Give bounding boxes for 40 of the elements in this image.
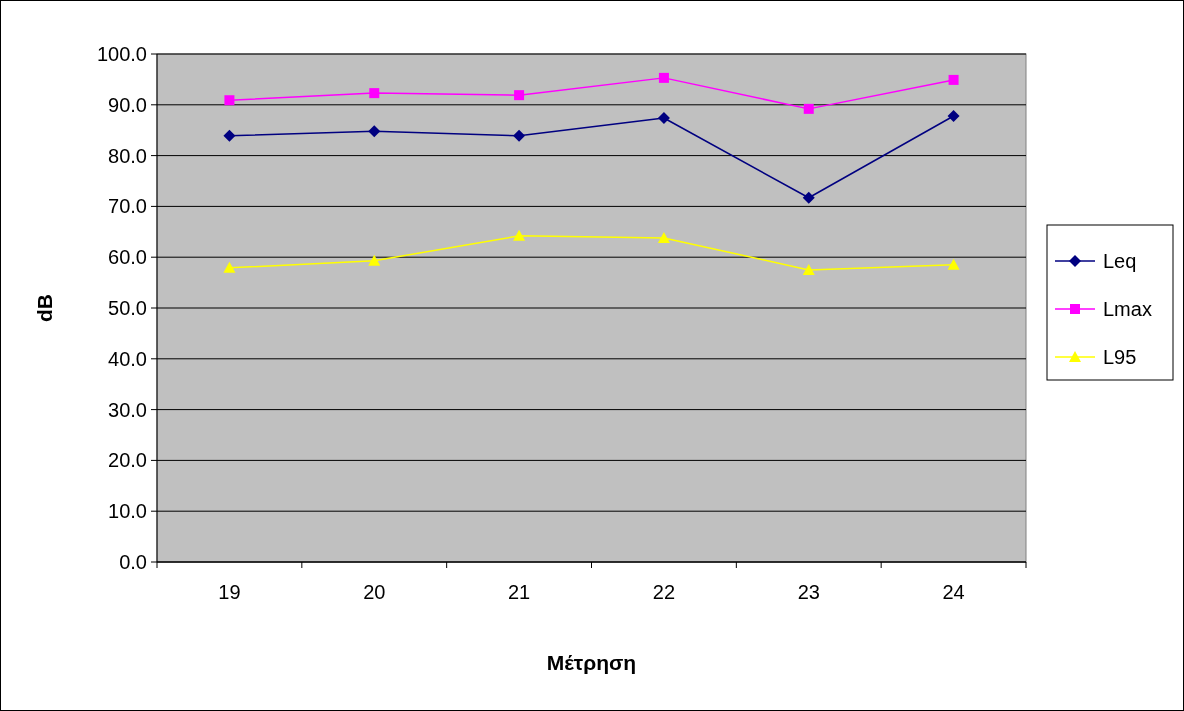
legend-label: L95 <box>1103 346 1137 368</box>
y-tick-label: 80.0 <box>108 144 147 167</box>
y-tick-label: 10.0 <box>108 500 147 523</box>
y-tick-label: 70.0 <box>108 195 147 218</box>
y-tick-label: 60.0 <box>108 246 147 269</box>
point <box>657 112 670 125</box>
x-tick-label: 23 <box>797 581 820 603</box>
point <box>802 263 815 275</box>
x-tick-label: 19 <box>218 581 241 603</box>
point <box>657 231 670 243</box>
y-tick-label: 100.0 <box>96 43 147 65</box>
y-tick-label: 90.0 <box>108 93 147 116</box>
x-tick-label: 22 <box>652 581 676 603</box>
point <box>802 191 815 204</box>
point <box>223 129 236 142</box>
x-axis-title: Μέτρηση <box>546 651 637 674</box>
point <box>514 90 525 101</box>
point <box>369 88 380 99</box>
point <box>513 129 526 142</box>
point <box>948 74 959 85</box>
y-axis-title: dB <box>33 294 56 322</box>
legend-label: Leq <box>1103 250 1137 272</box>
y-tick-label: 50.0 <box>108 297 147 319</box>
point <box>513 229 526 241</box>
y-tick-label: 30.0 <box>108 398 147 421</box>
y-tick-label: 40.0 <box>108 347 147 370</box>
point <box>223 261 236 273</box>
x-tick-label: 21 <box>507 581 531 603</box>
y-tick-label: 20.0 <box>108 449 147 472</box>
y-tick-label: 0.0 <box>119 551 147 573</box>
point <box>947 109 960 122</box>
point <box>368 125 381 138</box>
point <box>368 254 381 266</box>
point <box>947 258 960 270</box>
legend-label: Lmax <box>1103 298 1152 320</box>
point <box>803 103 814 114</box>
x-tick-label: 20 <box>363 581 386 603</box>
point <box>658 72 669 83</box>
x-tick-label: 24 <box>942 581 965 603</box>
point <box>224 95 235 106</box>
